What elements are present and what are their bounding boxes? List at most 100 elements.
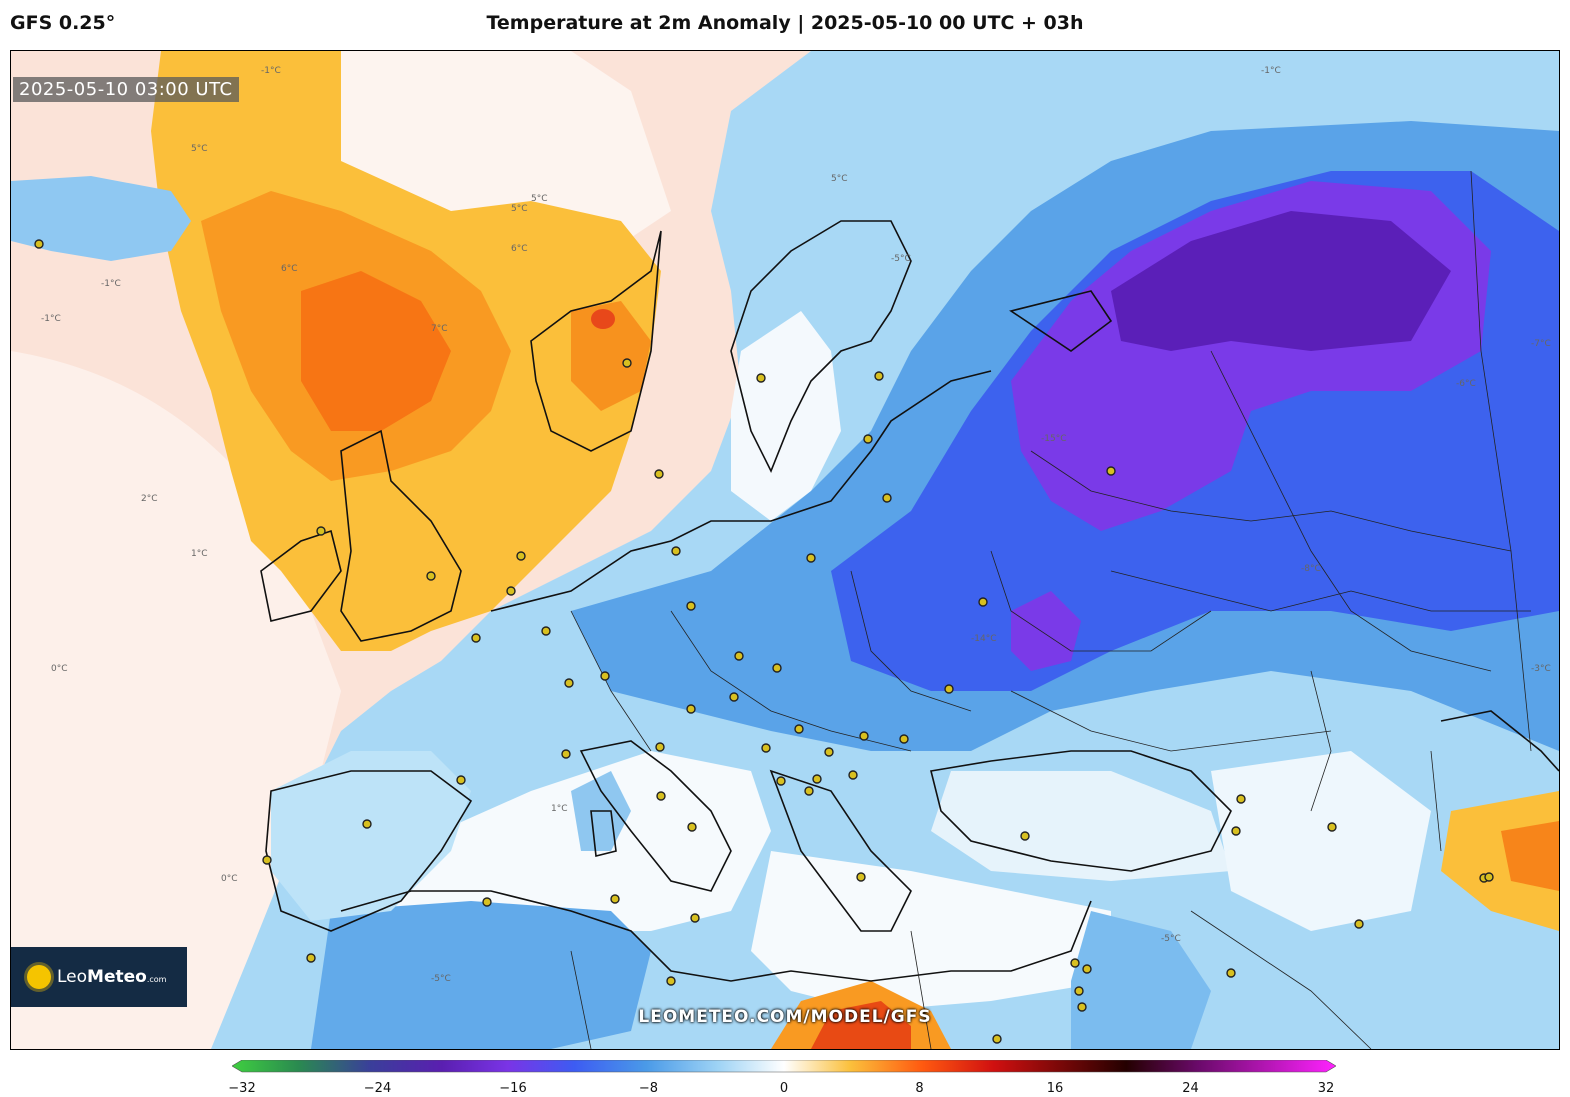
colorbar-tick-label: 0	[779, 1081, 789, 1096]
isotherm-label: -6°C	[1456, 379, 1476, 389]
city-marker[interactable]	[776, 776, 786, 786]
colorbar-tick-label: 24	[1182, 1081, 1199, 1096]
logo-text: LeoMeteo.com	[57, 967, 167, 987]
city-marker[interactable]	[362, 819, 372, 829]
isotherm-label: 5°C	[531, 194, 548, 204]
isotherm-label: -1°C	[101, 279, 121, 289]
city-marker[interactable]	[471, 633, 481, 643]
city-marker[interactable]	[824, 747, 834, 757]
city-marker[interactable]	[686, 704, 696, 714]
isotherm-label: 6°C	[511, 244, 528, 254]
city-marker[interactable]	[306, 953, 316, 963]
isotherm-label: -15°C	[1041, 434, 1066, 444]
city-marker[interactable]	[456, 775, 466, 785]
city-marker[interactable]	[656, 791, 666, 801]
isotherm-label: 5°C	[191, 144, 208, 154]
city-marker[interactable]	[806, 553, 816, 563]
isotherm-label: 0°C	[51, 664, 68, 674]
leometeo-logo[interactable]: LeoMeteo.com	[11, 947, 187, 1007]
colorbar-tick-label: −24	[363, 1081, 392, 1096]
city-marker[interactable]	[992, 1034, 1002, 1044]
sun-icon	[27, 965, 51, 989]
city-marker[interactable]	[1236, 794, 1246, 804]
city-marker[interactable]	[899, 734, 909, 744]
colorbar-tick-label: −32	[228, 1081, 256, 1096]
city-marker[interactable]	[564, 678, 574, 688]
city-marker[interactable]	[944, 684, 954, 694]
city-marker[interactable]	[856, 872, 866, 882]
city-marker[interactable]	[671, 546, 681, 556]
city-marker[interactable]	[1070, 958, 1080, 968]
city-marker[interactable]	[859, 731, 869, 741]
city-marker[interactable]	[690, 913, 700, 923]
colorbar-tick-label: 16	[1046, 1081, 1064, 1096]
city-marker[interactable]	[1020, 831, 1030, 841]
city-marker[interactable]	[848, 770, 858, 780]
city-marker[interactable]	[666, 976, 676, 986]
isotherm-label: -1°C	[1261, 66, 1281, 76]
colorbar-tick-label: −16	[499, 1081, 527, 1096]
city-marker[interactable]	[1327, 822, 1337, 832]
city-marker[interactable]	[756, 373, 766, 383]
city-marker[interactable]	[482, 897, 492, 907]
isotherm-label: 0°C	[221, 874, 238, 884]
city-marker[interactable]	[1074, 986, 1084, 996]
city-marker[interactable]	[1077, 1002, 1087, 1012]
city-marker[interactable]	[734, 651, 744, 661]
city-marker[interactable]	[516, 551, 526, 561]
isotherm-label: -1°C	[41, 314, 61, 324]
city-marker[interactable]	[1106, 466, 1116, 476]
city-marker[interactable]	[600, 671, 610, 681]
isotherm-label: 1°C	[551, 804, 568, 814]
city-marker[interactable]	[794, 724, 804, 734]
isotherm-label: -5°C	[431, 974, 451, 984]
isotherm-label: -8°C	[1301, 564, 1321, 574]
city-marker[interactable]	[804, 786, 814, 796]
city-marker[interactable]	[687, 822, 697, 832]
isotherm-label: -3°C	[1531, 664, 1551, 674]
model-label: GFS 0.25°	[10, 12, 116, 34]
city-marker[interactable]	[316, 526, 326, 536]
city-marker[interactable]	[882, 493, 892, 503]
isotherm-label: -5°C	[1161, 934, 1181, 944]
city-marker[interactable]	[863, 434, 873, 444]
city-marker[interactable]	[654, 469, 664, 479]
city-marker[interactable]	[686, 601, 696, 611]
city-marker[interactable]	[874, 371, 884, 381]
city-marker[interactable]	[729, 692, 739, 702]
city-marker[interactable]	[1082, 964, 1092, 974]
city-marker[interactable]	[1226, 968, 1236, 978]
city-marker[interactable]	[622, 358, 632, 368]
city-marker[interactable]	[772, 663, 782, 673]
city-marker[interactable]	[978, 597, 988, 607]
colorbar-tick-label: −8	[638, 1081, 659, 1096]
anomaly-map: -1°C 5°C 6°C 7°C -1°C 5°C 5°C -5°C -7°C -14°C -15°…	[11, 51, 1559, 1049]
isotherm-label: -1°C	[261, 66, 281, 76]
city-marker[interactable]	[1484, 872, 1494, 882]
isotherm-label: -5°C	[891, 254, 911, 264]
isotherm-label: 2°C	[141, 494, 158, 504]
city-marker[interactable]	[561, 749, 571, 759]
chart-title: Temperature at 2m Anomaly | 2025-05-10 0…	[486, 12, 1084, 34]
isotherm-label: 7°C	[431, 324, 448, 334]
city-marker[interactable]	[506, 586, 516, 596]
city-marker[interactable]	[1354, 919, 1364, 929]
isotherm-label: 1°C	[191, 549, 208, 559]
colorbar-tick-label: 32	[1317, 1081, 1335, 1096]
isotherm-label: -14°C	[971, 634, 996, 644]
city-marker[interactable]	[34, 239, 44, 249]
isotherm-label: -7°C	[1531, 339, 1551, 349]
city-marker[interactable]	[426, 571, 436, 581]
city-marker[interactable]	[541, 626, 551, 636]
colorbar	[232, 1060, 1336, 1073]
map-panel[interactable]: -1°C 5°C 6°C 7°C -1°C 5°C 5°C -5°C -7°C -14°C -15°…	[10, 50, 1560, 1050]
city-marker[interactable]	[262, 855, 272, 865]
city-marker[interactable]	[655, 742, 665, 752]
valid-time-stamp: 2025-05-10 03:00 UTC	[13, 77, 239, 102]
city-marker[interactable]	[761, 743, 771, 753]
colorbar-tick-label: 8	[915, 1081, 924, 1096]
city-marker[interactable]	[1231, 826, 1241, 836]
city-marker[interactable]	[812, 774, 822, 784]
city-marker[interactable]	[610, 894, 620, 904]
isotherm-label: 5°C	[831, 174, 848, 184]
